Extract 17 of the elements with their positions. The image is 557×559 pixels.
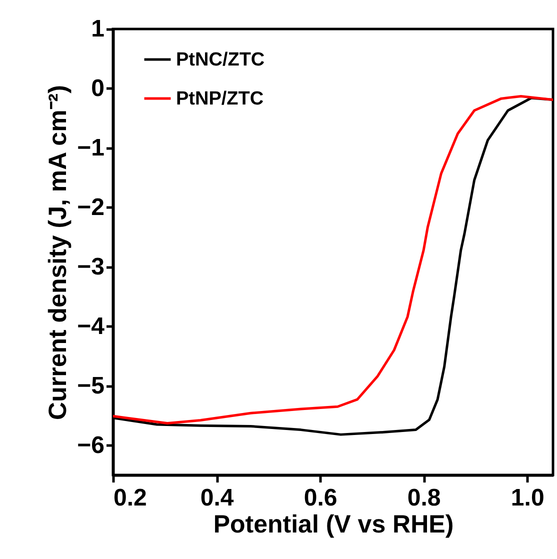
x-tick-label: 0.2 [114, 484, 147, 512]
y-axis-title: Current density (J, mA cm⁻²) [44, 85, 72, 420]
x-tick-label: 1.0 [510, 484, 544, 512]
x-tick-label: 0.4 [200, 484, 234, 512]
y-tick-label: −2 [77, 194, 104, 221]
x-tick-label: 0.8 [407, 484, 441, 512]
y-tick-label: 0 [91, 74, 104, 102]
legend-label: PtNC/ZTC [176, 50, 265, 70]
x-axis-title: Potential (V vs RHE) [213, 510, 454, 538]
y-tick-label: 1 [91, 16, 104, 42]
y-tick-label: −6 [77, 432, 104, 459]
y-tick-label: −3 [77, 253, 104, 280]
legend-label: PtNP/ZTC [176, 88, 264, 110]
y-tick-label: −1 [77, 134, 104, 162]
y-tick-label: −4 [77, 312, 106, 340]
x-tick-label: 0.6 [304, 484, 338, 512]
y-tick-label: −5 [77, 372, 104, 400]
